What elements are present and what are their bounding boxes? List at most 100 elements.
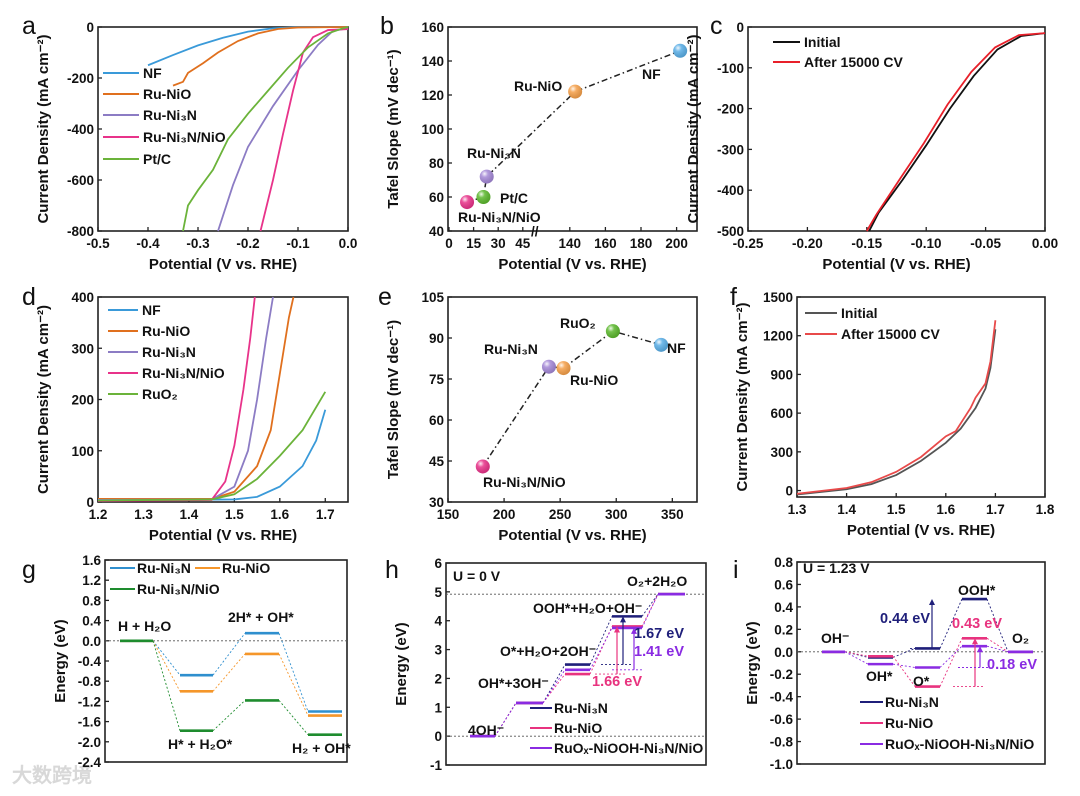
arrow-head-icon [631,627,637,634]
legend-label: RuOₓ-NiOOH-Ni₃N/NiO [554,740,703,756]
state-label: 2H* + OH* [228,609,294,625]
x-tick-label: 45 [515,236,531,251]
connector-line [986,637,1009,653]
y-tick-label: -2.0 [78,735,101,750]
x-tick-label: 30 [491,236,506,251]
y-tick-label: 0.0 [774,645,793,660]
x-tick-label: 15 [466,236,482,251]
x-tick-label: 140 [559,236,582,251]
plot-frame [796,296,1046,498]
x-axis-label: Potential (V vs. RHE) [149,256,297,273]
y-tick-label: 0.6 [774,577,793,592]
panel-letter: f [730,283,737,311]
y-axis-label: Current Density (mA cm⁻²) [734,302,751,491]
legend-label: Ru-NiO [143,86,191,102]
state-label: O₂ [1012,630,1029,646]
data-point-highlight [654,337,669,352]
legend-label: Ru-Ni₃N [142,344,196,360]
x-tick-label: 300 [605,507,628,522]
data-point-highlight [556,361,571,376]
y-tick-label: 6 [434,556,442,571]
state-label: O*+H₂O+2OH⁻ [500,643,596,659]
data-point-highlight [673,43,688,58]
legend-label: Ru-Ni₃N [554,700,608,716]
y-tick-label: 1500 [763,290,793,305]
y-tick-label: 1.2 [82,573,101,588]
x-tick-label: 1.7 [316,507,335,522]
legend-label: After 15000 CV [804,54,903,70]
x-tick-label: -0.5 [86,236,110,251]
connector-line [212,653,246,692]
legend-label: Ru-Ni₃N/NiO [142,365,225,381]
y-tick-label: -600 [67,173,94,188]
y-tick-label: 75 [429,372,445,387]
state-label: O* [913,673,930,689]
energy-barrier-label: 0.43 eV [952,616,1002,632]
y-tick-label: 300 [71,341,94,356]
data-point-highlight [541,359,556,374]
panel-e: e 150 200 250 300 350 30 45 60 75 90 105 Potential (… [378,283,698,544]
y-tick-label: 400 [71,290,94,305]
y-tick-label: 0.0 [82,634,101,649]
y-axis-label: Tafel Slope (mV dec⁻¹) [385,320,402,479]
arrow-head-icon [977,646,983,653]
connector-line [589,616,613,665]
y-axis-label: Tafel Slope (mV dec⁻¹) [385,49,402,208]
x-tick-label: 0.0 [339,236,358,251]
arrow-head-icon [929,599,935,606]
state-label: 4OH⁻ [468,722,504,738]
y-tick-label: 120 [421,88,444,103]
y-tick-label: 2 [434,671,442,686]
y-tick-label: 300 [770,445,793,460]
connector-line [542,664,566,704]
y-tick-label: 140 [421,54,444,69]
state-label: OH*+3OH⁻ [478,675,549,691]
connector-line [212,632,246,676]
x-tick-label: 0 [445,236,453,251]
x-tick-label: 350 [661,507,684,522]
legend-label: After 15000 CV [841,326,940,342]
legend-label: Ru-NiO [142,323,190,339]
panel-letter: a [22,12,36,40]
panel-letter: i [733,556,739,584]
y-tick-label: 45 [429,454,445,469]
panel-g: g -2.4 -2.0 -1.6 -1.2 -0.8 -0.4 0.0 0.4 0.8 1.2 1.6… [22,553,351,770]
y-tick-label: 0.4 [82,614,101,629]
series-line [172,26,349,87]
y-tick-label: 160 [421,20,444,35]
series-line [97,391,327,502]
state-label: H* + H₂O* [168,736,233,752]
x-tick-label: 1.3 [134,507,153,522]
connector-line [844,651,869,665]
panel-letter: c [710,12,723,40]
connector-line [641,593,659,617]
y-tick-label: -300 [717,142,744,157]
x-tick-label: 1.4 [837,502,856,517]
legend-label: NF [142,302,161,318]
data-point-highlight [475,459,490,474]
connector-line [494,702,517,737]
y-tick-label: 40 [429,224,444,239]
y-axis-label: Energy (eV) [393,622,410,705]
legend-label: Ru-NiO [885,715,933,731]
x-tick-label: -0.2 [236,236,259,251]
y-tick-label: -200 [717,102,744,117]
x-axis-label: Potential (V vs. RHE) [822,256,970,273]
y-tick-label: -0.2 [770,667,793,682]
arrow-head-icon [620,616,626,623]
y-tick-label: 3 [434,643,442,658]
x-tick-label: 1.6 [936,502,955,517]
trend-line [466,50,681,203]
point-label: Pt/C [500,190,528,206]
y-tick-label: 900 [770,367,793,382]
x-tick-label: 250 [549,507,572,522]
state-label: OOH* [958,582,996,598]
data-point-highlight [476,190,491,204]
legend-label: Initial [841,305,878,321]
connector-line [641,593,659,627]
point-label: Ru-NiO [514,78,562,94]
energy-barrier-label: 1.41 eV [634,644,684,660]
energy-barrier-label: 0.18 eV [987,657,1037,673]
y-tick-label: 600 [770,406,793,421]
panel-letter: b [380,12,394,40]
